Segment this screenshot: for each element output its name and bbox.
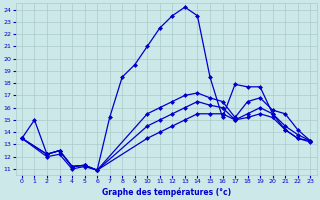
X-axis label: Graphe des températures (°c): Graphe des températures (°c) bbox=[101, 187, 231, 197]
